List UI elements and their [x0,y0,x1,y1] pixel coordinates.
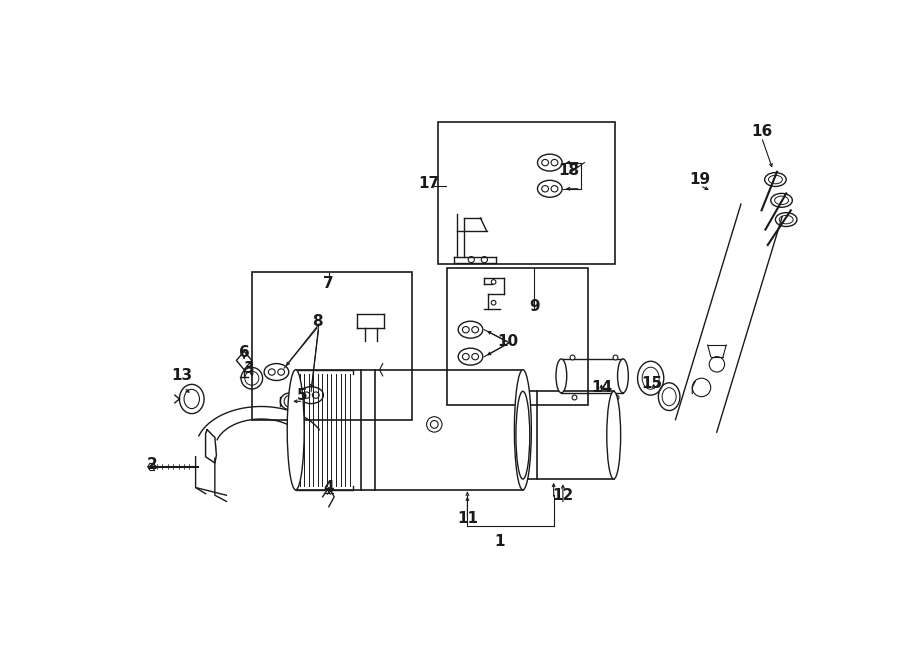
Ellipse shape [287,370,304,490]
Ellipse shape [617,359,628,393]
Text: 4: 4 [323,480,334,495]
Ellipse shape [516,391,530,479]
Bar [438,122,616,264]
Text: 17: 17 [418,176,439,191]
Text: 5: 5 [296,388,307,402]
Text: 13: 13 [171,368,193,383]
Text: 11: 11 [457,511,478,526]
Text: 19: 19 [689,172,710,187]
Text: 3: 3 [244,361,255,376]
Text: 1: 1 [494,534,505,549]
Text: 15: 15 [642,376,662,391]
Bar [447,268,588,405]
Text: 7: 7 [323,276,334,291]
Text: 16: 16 [751,124,772,139]
Text: 8: 8 [312,314,322,330]
Bar [252,272,412,420]
Ellipse shape [607,391,621,479]
Ellipse shape [556,359,567,393]
Ellipse shape [515,370,531,490]
Text: 9: 9 [529,299,540,314]
Text: 10: 10 [497,334,518,349]
Text: 18: 18 [559,163,580,178]
Text: 6: 6 [238,346,249,360]
Text: 14: 14 [590,380,612,395]
Text: 12: 12 [553,488,573,502]
Text: 2: 2 [147,457,158,472]
Polygon shape [205,430,216,463]
